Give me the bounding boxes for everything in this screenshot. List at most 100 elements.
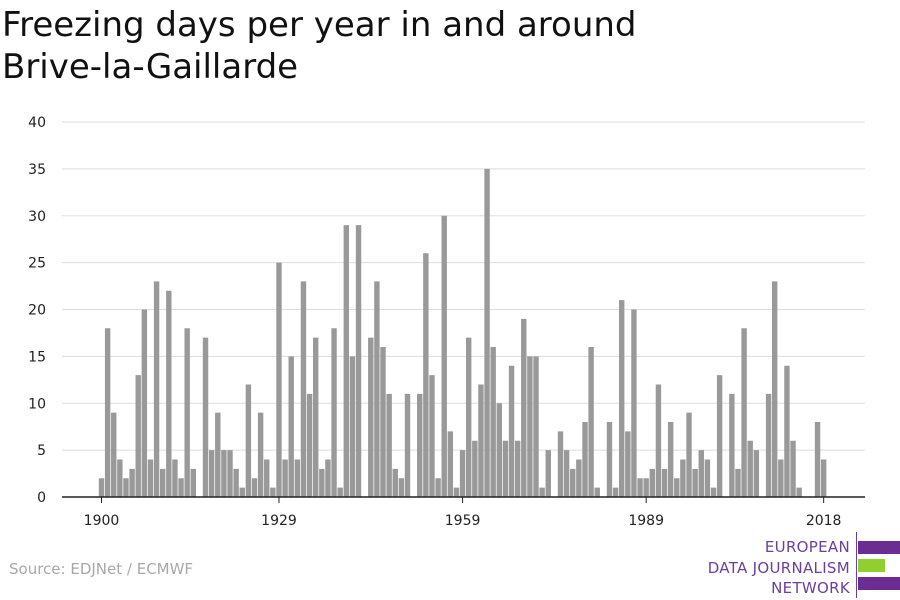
edjnet-logo: EUROPEAN DATA JOURNALISM NETWORK [700, 532, 900, 598]
bar [539, 487, 545, 498]
bar [655, 384, 662, 497]
bar [747, 440, 753, 497]
bar [594, 487, 600, 498]
bar [117, 459, 123, 497]
bar [508, 365, 515, 497]
bar [160, 468, 166, 498]
bar [588, 347, 594, 497]
bar [619, 300, 625, 498]
bar [570, 468, 576, 498]
bar [300, 281, 307, 498]
bar [374, 281, 380, 498]
bar [472, 440, 478, 497]
bar [778, 459, 784, 497]
bar [729, 393, 735, 498]
bar [245, 384, 252, 497]
chart-title: Freezing days per year in and around Bri… [2, 5, 637, 87]
bar [319, 468, 325, 498]
bar [166, 290, 172, 497]
bar [288, 356, 294, 498]
bar [417, 393, 423, 498]
bar [270, 487, 276, 498]
bar [429, 375, 435, 498]
bar [380, 347, 386, 497]
bar [239, 487, 245, 498]
bar [606, 422, 613, 497]
x-tick-label: 1959 [445, 513, 481, 529]
bar [294, 459, 301, 497]
bar [172, 459, 178, 497]
bar [674, 478, 680, 497]
logo-bar-purple-bottom [858, 577, 900, 590]
bar [612, 487, 619, 498]
bar [514, 440, 521, 497]
bar [453, 487, 460, 498]
bar [153, 281, 160, 498]
bar [692, 468, 698, 498]
bar [710, 487, 717, 498]
bar [765, 393, 772, 498]
y-tick-label: 40 [28, 115, 46, 131]
bar [398, 478, 405, 497]
bar [459, 450, 466, 498]
bar [478, 384, 484, 497]
bar [386, 393, 392, 498]
bar [643, 478, 649, 497]
bar [484, 168, 490, 498]
bar [521, 318, 527, 498]
bar [661, 468, 668, 498]
bar [790, 440, 796, 497]
bar [796, 487, 802, 498]
bar [282, 459, 288, 497]
bar [343, 225, 349, 498]
bar [392, 468, 398, 498]
logo-divider [856, 532, 857, 598]
bar [704, 459, 711, 497]
bar [563, 450, 570, 498]
logo-text-line1: EUROPEAN [764, 538, 850, 556]
bar [741, 328, 747, 497]
bar [233, 468, 239, 498]
bar [576, 459, 582, 497]
bar [716, 375, 723, 498]
bar [184, 328, 190, 497]
bar [490, 347, 496, 497]
bar [306, 393, 313, 498]
bar [135, 375, 141, 498]
y-tick-label: 5 [37, 443, 46, 459]
bar [264, 459, 270, 497]
x-tick-label: 2018 [806, 513, 842, 529]
bar [649, 468, 655, 498]
bar [637, 478, 643, 497]
bar [441, 215, 447, 497]
logo-bar-green [858, 559, 885, 572]
bar [98, 478, 105, 497]
bar [545, 450, 551, 498]
logo-text-line2: DATA JOURNALISM [707, 559, 850, 577]
y-tick-label: 35 [28, 162, 46, 178]
bar [435, 478, 441, 497]
bar [772, 281, 778, 498]
bar [582, 422, 588, 497]
axes: 0 5 10 15 20 25 30 35 40 1900 1929 1959 1989 2018 [28, 115, 865, 529]
bar [404, 393, 411, 498]
bar [625, 431, 631, 498]
bar [753, 450, 760, 498]
bar [178, 478, 184, 497]
bar [533, 356, 539, 498]
logo-text-line3: NETWORK [771, 579, 850, 597]
bar [147, 459, 154, 497]
bar [331, 328, 337, 497]
logo-bar-purple-top [858, 541, 900, 554]
bar [784, 365, 790, 497]
bar [337, 487, 343, 498]
bar [667, 422, 674, 497]
bar [368, 337, 374, 498]
bar [257, 412, 264, 498]
x-tick-label: 1989 [628, 513, 664, 529]
bar [496, 403, 502, 497]
x-tick-label: 1900 [84, 513, 120, 529]
bar [349, 356, 356, 498]
bar [698, 450, 704, 498]
